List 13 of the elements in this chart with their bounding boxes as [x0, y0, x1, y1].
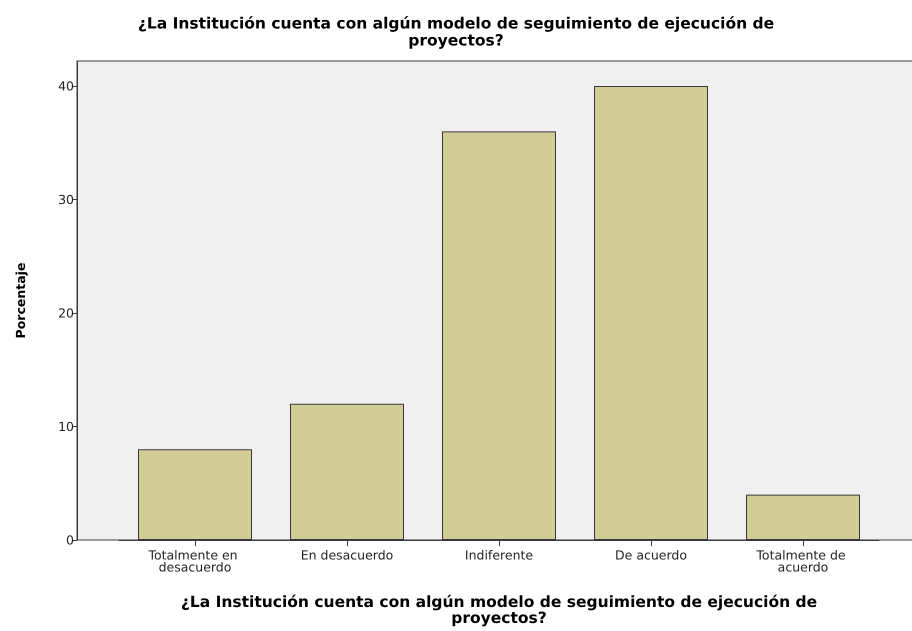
y-tick-label: 0 — [66, 532, 74, 548]
y-tick-label: 40 — [58, 78, 74, 94]
y-axis-title: Porcentaje — [13, 262, 28, 338]
x-axis-title: ¿La Institución cuenta con algún modelo de seguimiento de ejecución de proyectos? — [180, 593, 818, 627]
x-tick-label: De acuerdo — [615, 548, 687, 562]
x-tick-label: Totalmente en desacuerdo — [147, 548, 242, 574]
y-tick-label: 20 — [58, 305, 74, 320]
chart-title: ¿La Institución cuenta con algún modelo de seguimiento de ejecución de proyectos? — [138, 14, 774, 50]
x-tick-label: Indiferente — [464, 548, 534, 562]
y-tick-label: 30 — [58, 192, 74, 207]
x-tick-label: Totalmente de acuerdo — [755, 548, 850, 574]
x-tick-label: En desacuerdo — [300, 548, 394, 562]
y-tick-label: 10 — [58, 418, 74, 434]
